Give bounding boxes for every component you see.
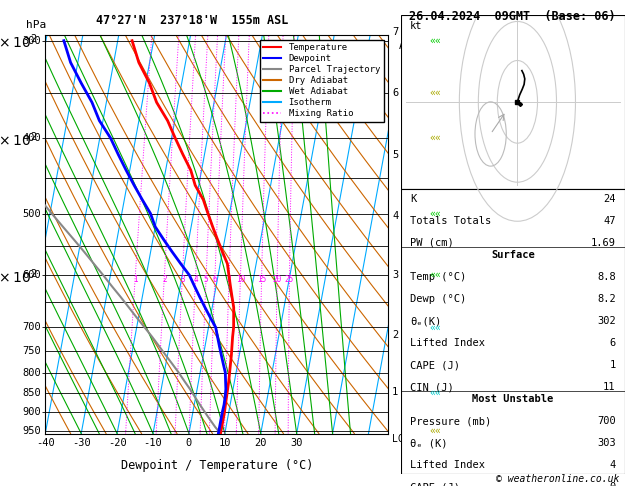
Text: ««: «« xyxy=(430,88,441,98)
Text: 3: 3 xyxy=(392,270,398,280)
Text: 8.2: 8.2 xyxy=(597,294,616,304)
Text: 10: 10 xyxy=(219,438,231,448)
Text: CAPE (J): CAPE (J) xyxy=(410,483,460,486)
Text: 47°27'N  237°18'W  155m ASL: 47°27'N 237°18'W 155m ASL xyxy=(96,14,288,27)
Text: ««: «« xyxy=(430,208,441,219)
Text: 3: 3 xyxy=(180,275,185,284)
Text: 6: 6 xyxy=(213,275,217,284)
Text: K: K xyxy=(410,194,416,204)
Text: 300: 300 xyxy=(23,35,41,46)
Text: Dewpoint / Temperature (°C): Dewpoint / Temperature (°C) xyxy=(121,459,313,472)
Text: Most Unstable: Most Unstable xyxy=(472,394,554,404)
Text: 20: 20 xyxy=(255,438,267,448)
Text: 7: 7 xyxy=(392,27,398,36)
Text: 700: 700 xyxy=(597,417,616,426)
Text: 6: 6 xyxy=(610,338,616,348)
Text: CAPE (J): CAPE (J) xyxy=(410,360,460,370)
Text: ««: «« xyxy=(430,388,441,398)
Text: 1: 1 xyxy=(610,360,616,370)
Text: 0: 0 xyxy=(610,483,616,486)
Text: -40: -40 xyxy=(36,438,55,448)
Text: 800: 800 xyxy=(23,367,41,378)
Text: 303: 303 xyxy=(597,438,616,449)
Text: 5: 5 xyxy=(392,150,398,159)
Text: 302: 302 xyxy=(597,316,616,326)
Text: © weatheronline.co.uk: © weatheronline.co.uk xyxy=(496,473,620,484)
Text: Lifted Index: Lifted Index xyxy=(410,338,485,348)
Text: 1.69: 1.69 xyxy=(591,238,616,248)
Text: Pressure (mb): Pressure (mb) xyxy=(410,417,491,426)
Text: -10: -10 xyxy=(143,438,162,448)
Text: 11: 11 xyxy=(603,382,616,392)
Text: 25: 25 xyxy=(285,275,294,284)
Text: 1: 1 xyxy=(133,275,138,284)
Text: PW (cm): PW (cm) xyxy=(410,238,454,248)
Text: CIN (J): CIN (J) xyxy=(410,382,454,392)
Bar xyxy=(401,189,625,474)
Text: 950: 950 xyxy=(23,426,41,435)
Text: 750: 750 xyxy=(23,346,41,356)
Text: 15: 15 xyxy=(257,275,266,284)
Text: ««: «« xyxy=(430,322,441,332)
Text: ««: «« xyxy=(430,270,441,280)
Legend: Temperature, Dewpoint, Parcel Trajectory, Dry Adiabat, Wet Adiabat, Isotherm, Mi: Temperature, Dewpoint, Parcel Trajectory… xyxy=(260,39,384,121)
Text: 8.8: 8.8 xyxy=(597,272,616,282)
Text: 4: 4 xyxy=(392,210,398,221)
Text: ««: «« xyxy=(430,35,441,46)
Text: 500: 500 xyxy=(23,208,41,219)
Text: 5: 5 xyxy=(204,275,208,284)
Text: 30: 30 xyxy=(291,438,303,448)
Text: Lifted Index: Lifted Index xyxy=(410,460,485,470)
Bar xyxy=(401,15,625,189)
Text: -30: -30 xyxy=(72,438,91,448)
Text: kt: kt xyxy=(410,21,423,32)
Text: ««: «« xyxy=(430,426,441,435)
Text: 2: 2 xyxy=(162,275,167,284)
Text: 47: 47 xyxy=(603,216,616,226)
Text: 26.04.2024  09GMT  (Base: 06): 26.04.2024 09GMT (Base: 06) xyxy=(409,10,616,23)
Text: 1: 1 xyxy=(392,387,398,397)
Text: km: km xyxy=(403,21,415,31)
Text: -20: -20 xyxy=(108,438,126,448)
Text: θₑ (K): θₑ (K) xyxy=(410,438,448,449)
Text: 8: 8 xyxy=(227,275,231,284)
Text: 700: 700 xyxy=(23,322,41,332)
Text: 24: 24 xyxy=(603,194,616,204)
Text: Dewp (°C): Dewp (°C) xyxy=(410,294,467,304)
Text: 20: 20 xyxy=(272,275,282,284)
Text: ASL: ASL xyxy=(399,41,418,51)
Text: ««: «« xyxy=(430,133,441,143)
Text: Mixing Ratio (g/kg): Mixing Ratio (g/kg) xyxy=(423,178,433,290)
Text: Surface: Surface xyxy=(491,250,535,260)
Text: 4: 4 xyxy=(193,275,198,284)
Text: 2: 2 xyxy=(392,330,398,340)
Text: Totals Totals: Totals Totals xyxy=(410,216,491,226)
Text: hPa: hPa xyxy=(26,20,47,30)
Text: 4: 4 xyxy=(610,460,616,470)
Text: 850: 850 xyxy=(23,388,41,398)
Text: LCL: LCL xyxy=(392,434,410,444)
Text: Temp (°C): Temp (°C) xyxy=(410,272,467,282)
Text: 6: 6 xyxy=(392,88,398,98)
Text: 10: 10 xyxy=(236,275,245,284)
Text: 900: 900 xyxy=(23,407,41,417)
Text: 0: 0 xyxy=(186,438,192,448)
Text: 600: 600 xyxy=(23,270,41,280)
Text: 400: 400 xyxy=(23,133,41,143)
Text: θₑ(K): θₑ(K) xyxy=(410,316,442,326)
